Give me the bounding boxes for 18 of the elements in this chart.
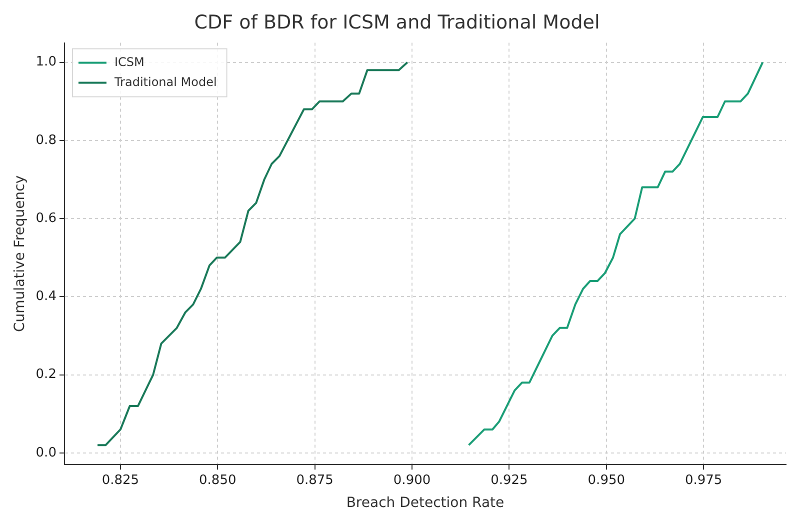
x-tick-label: 0.825 <box>102 472 140 488</box>
x-tick-label: 0.925 <box>490 472 528 488</box>
y-tick-label: 0.6 <box>36 210 56 226</box>
x-tick-label: 0.900 <box>393 472 431 488</box>
x-tick-label: 0.950 <box>588 472 626 488</box>
legend-label: Traditional Model <box>113 74 217 89</box>
y-tick-label: 0.4 <box>36 289 56 304</box>
chart-title: CDF of BDR for ICSM and Traditional Model <box>194 11 600 34</box>
y-tick-label: 0.0 <box>36 445 56 460</box>
x-tick-label: 0.975 <box>684 472 722 488</box>
x-tick-label: 0.875 <box>296 472 334 488</box>
y-tick-label: 1.0 <box>36 54 56 70</box>
x-axis-title: Breach Detection Rate <box>346 495 504 512</box>
y-tick-label: 0.2 <box>36 367 56 382</box>
y-tick-label: 0.8 <box>36 132 56 148</box>
y-axis-title: Cumulative Frequency <box>12 175 28 332</box>
legend-label: ICSM <box>114 54 144 69</box>
x-tick-label: 0.850 <box>199 472 236 488</box>
